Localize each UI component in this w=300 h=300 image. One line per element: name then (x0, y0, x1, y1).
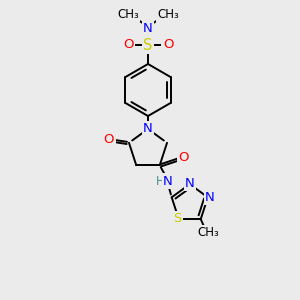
Text: N: N (143, 122, 153, 136)
Text: CH₃: CH₃ (117, 8, 139, 20)
Text: N: N (163, 175, 172, 188)
Text: O: O (123, 38, 133, 52)
Text: CH₃: CH₃ (157, 8, 179, 20)
Text: N: N (205, 191, 215, 204)
Text: S: S (143, 38, 153, 52)
Text: CH₃: CH₃ (197, 226, 219, 239)
Text: O: O (163, 38, 173, 52)
Text: S: S (173, 212, 182, 225)
Text: H: H (155, 175, 164, 188)
Text: O: O (104, 133, 114, 146)
Text: N: N (143, 22, 153, 34)
Text: N: N (185, 177, 195, 190)
Text: O: O (178, 151, 189, 164)
